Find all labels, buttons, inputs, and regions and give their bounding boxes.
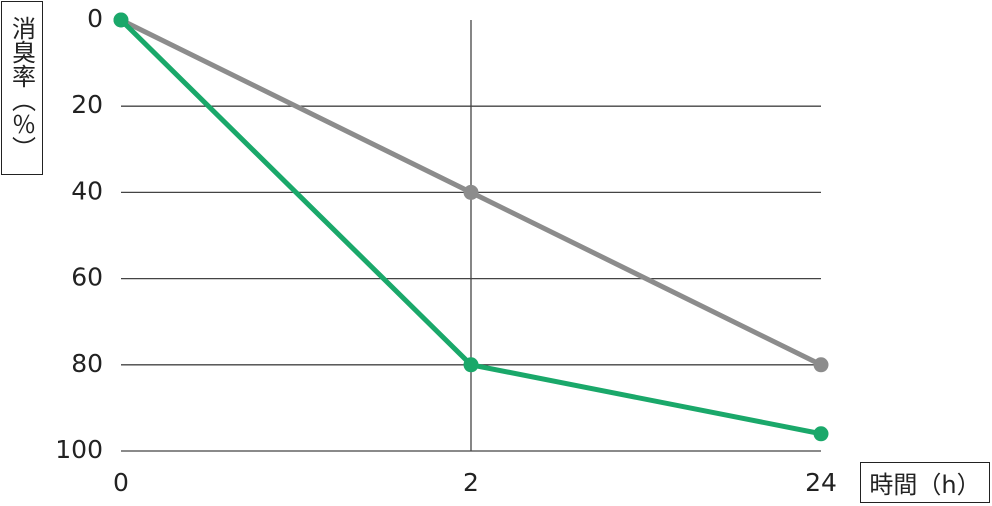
data-point: [463, 357, 479, 373]
y-tick-label: 40: [71, 176, 103, 205]
x-tick-label: 24: [805, 468, 837, 497]
x-tick-label: 0: [113, 468, 129, 497]
data-point: [113, 12, 129, 28]
data-point: [813, 357, 829, 373]
y-tick-label: 80: [71, 349, 103, 378]
y-tick-label: 0: [87, 4, 103, 33]
data-point: [463, 184, 479, 200]
y-tick-label: 60: [71, 263, 103, 292]
x-tick-label: 2: [463, 468, 479, 497]
y-axis-label: 消臭率（％）: [1, 1, 43, 175]
data-point: [813, 426, 829, 442]
y-tick-label: 100: [55, 435, 103, 464]
y-tick-label: 20: [71, 90, 103, 119]
x-axis-label: 時間（h）: [860, 462, 990, 503]
